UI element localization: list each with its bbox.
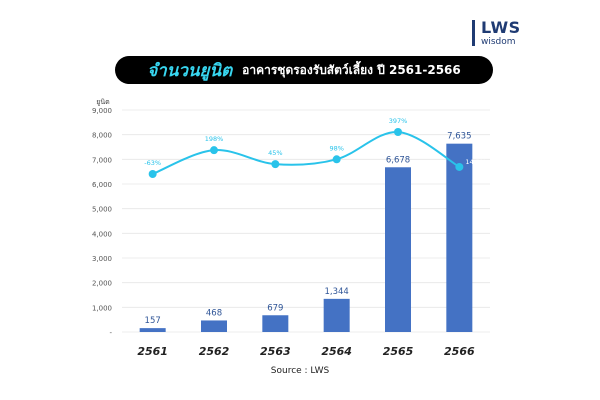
growth-point bbox=[148, 170, 157, 178]
bar-value-label: 7,635 bbox=[447, 132, 471, 142]
x-tick-label: 2564 bbox=[321, 345, 352, 358]
bar bbox=[323, 298, 350, 332]
bar bbox=[201, 320, 227, 332]
growth-line bbox=[152, 130, 460, 175]
growth-label: 14.3% bbox=[465, 158, 486, 166]
growth-label: -63% bbox=[144, 159, 161, 167]
y-tick-label: 8,000 bbox=[92, 132, 112, 140]
x-tick-label: 2566 bbox=[444, 345, 475, 358]
x-tick-label: 2563 bbox=[260, 345, 291, 358]
y-tick-label: 9,000 bbox=[92, 107, 112, 115]
growth-label: 397% bbox=[389, 117, 408, 125]
bar bbox=[262, 315, 289, 332]
growth-label: 45% bbox=[268, 149, 282, 157]
bar bbox=[446, 143, 473, 332]
y-tick-label: 1,000 bbox=[92, 304, 112, 312]
bar-value-label: 1,344 bbox=[324, 287, 348, 297]
title-banner: จำนวนยูนิต อาคารชุดรองรับสัตว์เลี้ยง ปี … bbox=[115, 56, 493, 84]
x-tick-label: 2561 bbox=[137, 345, 168, 358]
bar bbox=[139, 328, 166, 332]
growth-point bbox=[210, 146, 218, 155]
y-axis-label: ยูนิต bbox=[96, 98, 110, 106]
logo-bar bbox=[472, 20, 475, 46]
growth-point bbox=[271, 160, 280, 169]
bar-value-label: 6,678 bbox=[386, 155, 410, 165]
logo-sub-text: wisdom bbox=[481, 37, 516, 47]
growth-label: 98% bbox=[329, 144, 343, 152]
y-tick-label: 6,000 bbox=[92, 181, 112, 189]
growth-label: 198% bbox=[205, 135, 224, 143]
bar bbox=[385, 167, 411, 332]
y-tick-label: - bbox=[109, 329, 112, 337]
growth-point bbox=[332, 155, 341, 164]
logo-main-text: LWS bbox=[481, 18, 521, 37]
y-tick-label: 3,000 bbox=[92, 255, 112, 263]
x-tick-label: 2565 bbox=[383, 345, 414, 358]
source-note: Source : LWS bbox=[270, 366, 330, 376]
bar-value-label: 468 bbox=[206, 308, 222, 318]
title-highlight: จำนวนยูนิต bbox=[147, 60, 233, 81]
y-tick-label: 5,000 bbox=[92, 206, 112, 214]
growth-point bbox=[394, 128, 402, 136]
y-tick-label: 7,000 bbox=[92, 156, 112, 164]
logo-text: LWS wisdom bbox=[481, 20, 521, 47]
growth-point bbox=[455, 162, 464, 171]
y-tick-label: 2,000 bbox=[92, 280, 112, 288]
bar-value-label: 157 bbox=[145, 316, 161, 326]
x-tick-label: 2562 bbox=[199, 345, 230, 358]
lws-logo: LWS wisdom bbox=[472, 20, 521, 47]
y-tick-label: 4,000 bbox=[92, 230, 112, 238]
title-rest: อาคารชุดรองรับสัตว์เลี้ยง ปี 2561-2566 bbox=[242, 62, 461, 77]
bar-value-label: 679 bbox=[267, 303, 283, 313]
